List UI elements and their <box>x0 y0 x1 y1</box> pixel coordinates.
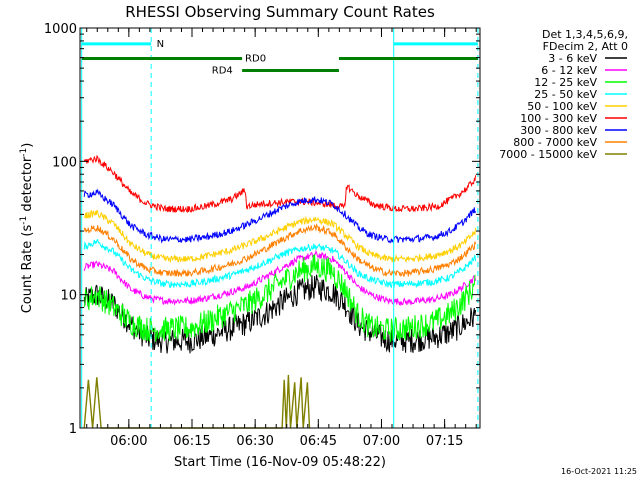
y-tick-label: 1000 <box>44 22 77 37</box>
series-100-300-kev <box>83 154 477 214</box>
series-50-100-kev-line <box>84 209 477 263</box>
state-bar-rd4-label: RD4 <box>212 66 233 77</box>
y-tick-label: 1 <box>69 422 77 437</box>
legend-entry-50-100-kev: 50 - 100 keV <box>527 100 627 113</box>
axis-layer: 1 10 100 1000 06:00 06:15 06:30 06:45 07:00 07:15 <box>44 22 480 449</box>
series-300-800-kev-line <box>83 188 477 244</box>
series-7000-15000-kev <box>83 374 311 429</box>
series-12-25-kev-line <box>83 254 476 343</box>
y-axis-label: Count Rate (s-1 detector-1) <box>19 143 35 314</box>
series-25-50-kev-line <box>83 238 477 289</box>
x-axis: 06:00 06:15 06:30 06:45 07:00 07:15 <box>86 28 477 449</box>
x-tick-label: 07:00 <box>363 434 400 449</box>
legend-entry-6-12-kev: 6 - 12 keV <box>541 64 627 77</box>
legend-header-line: FDecim 2, Att 0 <box>543 40 628 53</box>
legend-entry-label: 6 - 12 keV <box>541 64 597 77</box>
series-800-7000-kev <box>83 223 477 278</box>
state-bar-rd0-label: RD0 <box>245 54 266 65</box>
legend-entry-7000-15000-kev: 7000 - 15000 keV <box>499 148 627 161</box>
overlay-layer: N RD0 RD4 <box>81 28 479 428</box>
x-tick-label: 07:15 <box>426 434 463 449</box>
state-bar-rd4: RD4 <box>212 66 339 77</box>
x-tick-label: 06:15 <box>173 434 210 449</box>
footer-timestamp: 16-Oct-2021 11:25 <box>561 467 637 476</box>
chart-title: RHESSI Observing Summary Count Rates <box>125 3 435 21</box>
legend-entry-label: 100 - 300 keV <box>520 112 597 125</box>
legend-entry-label: 3 - 6 keV <box>548 52 597 65</box>
plot-frame <box>79 27 481 429</box>
x-axis-label: Start Time (16-Nov-09 05:48:22) <box>174 455 386 470</box>
legend-entry-3-6-kev: 3 - 6 keV <box>548 52 627 65</box>
series-7000-15000-kev-line <box>83 374 311 429</box>
y-tick-label: 100 <box>52 155 77 170</box>
legend-entry-label: 25 - 50 keV <box>534 88 597 101</box>
legend-header-line: Det 1,3,4,5,6,9, <box>542 28 628 41</box>
series-12-25-kev <box>83 254 476 343</box>
x-tick-label: 06:45 <box>300 434 337 449</box>
state-bar-n: N <box>81 39 478 50</box>
series-25-50-kev <box>83 238 477 289</box>
y-axis: 1 10 100 1000 <box>44 22 480 437</box>
state-bar-n-label: N <box>157 39 164 50</box>
legend-entry-label: 50 - 100 keV <box>527 100 597 113</box>
series-6-12-kev-line <box>83 249 477 307</box>
legend-entry-25-50-kev: 25 - 50 keV <box>534 88 627 101</box>
state-bar-rd0: RD0 <box>81 54 478 65</box>
legend-entry-label: 7000 - 15000 keV <box>499 148 597 161</box>
series-layer <box>83 154 477 429</box>
legend-entry-800-7000-kev: 800 - 7000 keV <box>513 136 627 149</box>
legend-entry-label: 12 - 25 keV <box>534 76 597 89</box>
series-6-12-kev <box>83 249 477 307</box>
legend-entry-100-300-kev: 100 - 300 keV <box>520 112 627 125</box>
y-tick-label: 10 <box>60 289 77 304</box>
series-800-7000-kev-line <box>83 223 477 278</box>
x-tick-label: 06:30 <box>236 434 273 449</box>
legend-entry-12-25-kev: 12 - 25 keV <box>534 76 627 89</box>
legend-entry-300-800-kev: 300 - 800 keV <box>520 124 627 137</box>
legend-entry-label: 800 - 7000 keV <box>513 136 597 149</box>
legend: Det 1,3,4,5,6,9,FDecim 2, Att 03 - 6 keV… <box>499 28 628 161</box>
legend-entry-label: 300 - 800 keV <box>520 124 597 137</box>
x-tick-label: 06:00 <box>110 434 147 449</box>
series-100-300-kev-line <box>83 154 477 214</box>
series-300-800-kev <box>83 188 477 244</box>
series-50-100-kev <box>84 209 477 263</box>
